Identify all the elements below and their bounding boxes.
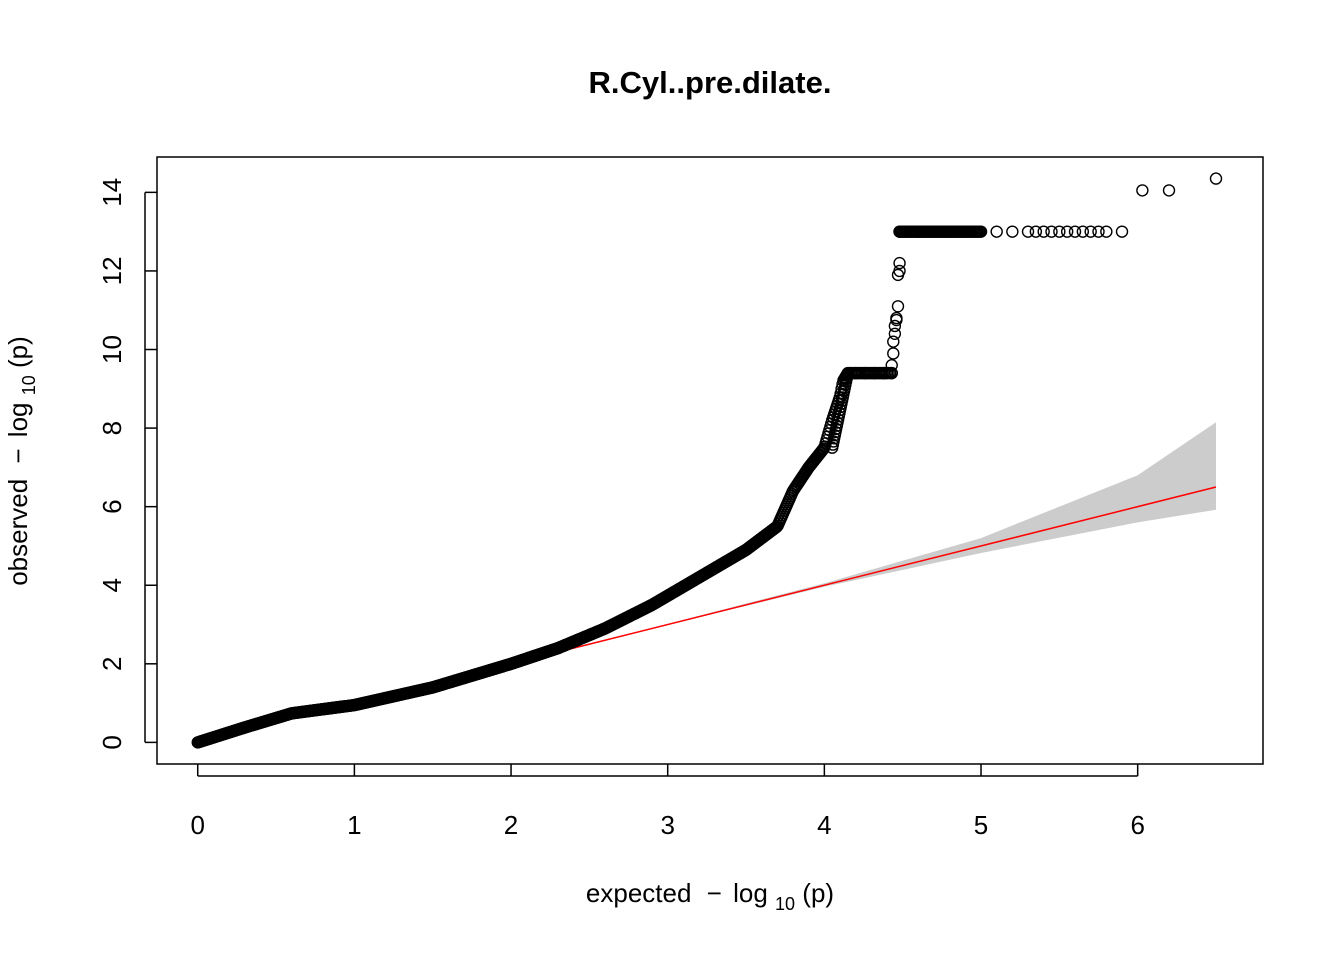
y-axis-label-minus: − [3, 448, 33, 463]
y-axis-label-arg: (p) [3, 336, 33, 368]
points-layer [191, 172, 1223, 749]
observed-point [1084, 225, 1097, 238]
x-tick-label: 4 [817, 810, 831, 840]
observed-point [1092, 225, 1105, 238]
observed-point [1060, 225, 1074, 238]
observed-point [890, 311, 903, 325]
observed-point [1037, 225, 1050, 238]
observed-point [1100, 225, 1113, 238]
y-tick-label: 14 [97, 178, 127, 207]
y-tick-label: 8 [97, 421, 127, 435]
x-tick-label: 6 [1130, 810, 1144, 840]
observed-point [912, 225, 925, 238]
x-tick-label: 1 [347, 810, 361, 840]
y-axis-label: observed − log 10 (p) [3, 336, 41, 586]
x-tick-label: 5 [974, 810, 988, 840]
x-tick-label: 3 [660, 810, 674, 840]
x-axis-label: expected − log 10 (p) [586, 878, 834, 916]
observed-point [888, 319, 902, 333]
x-axis-label-fn: log [733, 878, 768, 908]
y-tick-label: 4 [97, 578, 127, 592]
observed-point [1162, 184, 1176, 197]
y-tick-label: 10 [97, 335, 127, 364]
observed-point [1053, 225, 1066, 238]
y-axis: 0 2 4 6 8 10 12 14 [97, 178, 157, 750]
observed-point [893, 264, 906, 278]
x-axis-label-arg: (p) [802, 878, 834, 908]
observed-point [1076, 225, 1090, 238]
observed-point [885, 366, 898, 380]
observed-point [1068, 225, 1082, 238]
observed-point [990, 225, 1003, 238]
x-axis-label-sub: 10 [775, 894, 795, 914]
observed-point [887, 335, 900, 348]
observed-point [893, 225, 906, 238]
observed-point [1209, 172, 1223, 185]
y-tick-label: 2 [97, 657, 127, 671]
observed-point [974, 225, 988, 238]
chart-title: R.Cyl..pre.dilate. [589, 65, 832, 100]
x-axis: 0 1 2 3 4 5 6 [190, 764, 1145, 840]
observed-point [887, 347, 900, 360]
y-tick-label: 6 [97, 499, 127, 513]
y-axis-label-sub: 10 [19, 375, 39, 395]
x-tick-label: 0 [190, 810, 204, 840]
observed-point [943, 225, 956, 238]
plot-frame [156, 156, 1264, 765]
y-tick-label: 0 [97, 735, 127, 749]
y-axis-label-fn: log [3, 402, 33, 437]
observed-point [891, 300, 905, 313]
observed-point [1136, 184, 1149, 197]
observed-point [888, 327, 902, 340]
observed-point [1115, 225, 1129, 238]
y-axis-label-main: observed [3, 479, 33, 586]
y-tick-label: 12 [97, 256, 127, 285]
observed-point [893, 256, 906, 270]
x-axis-label-minus: − [707, 878, 722, 908]
observed-point [1029, 225, 1043, 238]
observed-point [1006, 225, 1019, 238]
x-axis-label-main: expected [586, 878, 692, 908]
x-tick-label: 2 [504, 810, 518, 840]
observed-point [1045, 225, 1058, 238]
observed-point [1021, 225, 1035, 238]
